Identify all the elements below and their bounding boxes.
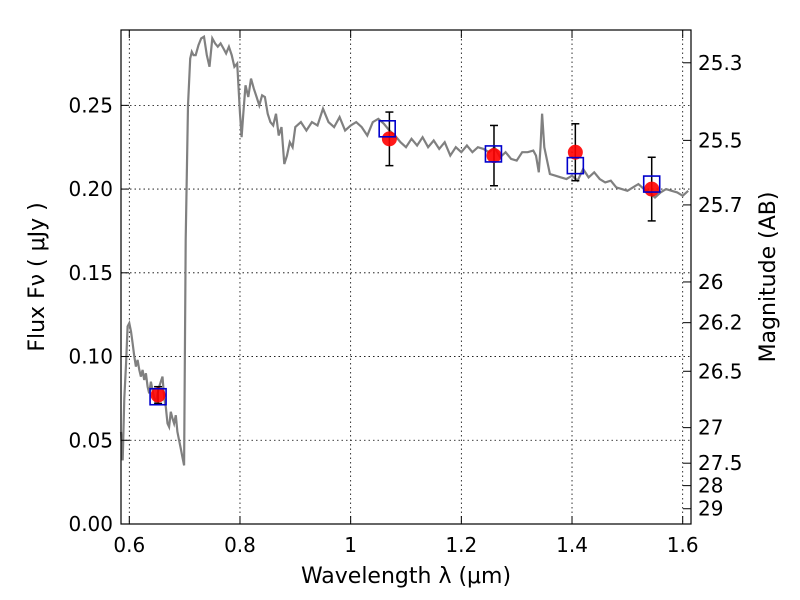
y2-tick-label: 26.2 — [698, 311, 743, 335]
model-point — [378, 120, 396, 138]
observed-point — [644, 181, 660, 197]
y2-tick-label: 26 — [698, 270, 723, 294]
model-point — [566, 156, 585, 175]
observed-point — [486, 148, 502, 164]
x-tick-label: 0.8 — [224, 533, 256, 557]
y-tick-label: 0.05 — [68, 428, 113, 452]
y2-axis-title: Magnitude (AB) — [756, 192, 781, 363]
y2-tick-label: 25.7 — [698, 193, 743, 217]
y2-tick-label: 26.5 — [698, 359, 743, 383]
y-axis-ticks: 0.00 0.05 0.10 0.15 0.20 0.25 — [68, 93, 129, 536]
model-point — [484, 145, 503, 163]
x-axis-ticks: 0.6 0.8 1 1.2 1.4 1.6 — [113, 30, 699, 557]
y-tick-label: 0.10 — [68, 345, 113, 369]
x-axis-title: Wavelength λ (μm) — [301, 564, 511, 589]
y2-tick-label: 25.5 — [698, 128, 743, 152]
y2-tick-label: 29 — [698, 497, 723, 521]
y-tick-label: 0.15 — [68, 261, 113, 285]
model-photometry-points — [149, 120, 661, 406]
x-tick-label: 1 — [344, 533, 357, 557]
y2-tick-label: 27 — [698, 416, 723, 440]
plot-frame — [120, 29, 692, 525]
observed-point — [567, 144, 583, 160]
y2-tick-label: 28 — [698, 474, 723, 498]
y-tick-label: 0.20 — [68, 177, 113, 201]
model-point — [149, 387, 167, 406]
model-point — [642, 175, 661, 193]
x-tick-label: 1.4 — [556, 533, 588, 557]
y-axis-title: Flux Fν ( μJy ) — [25, 202, 50, 351]
y-tick-label: 0.25 — [68, 93, 113, 117]
y2-tick-label: 27.5 — [698, 451, 743, 475]
y-tick-label: 0.00 — [68, 512, 113, 536]
observed-point — [150, 387, 166, 403]
x-tick-label: 1.6 — [667, 533, 699, 557]
x-tick-label: 1.2 — [445, 533, 477, 557]
observed-point — [381, 131, 397, 147]
y2-tick-label: 25.3 — [698, 51, 743, 75]
x-tick-label: 0.6 — [113, 533, 145, 557]
